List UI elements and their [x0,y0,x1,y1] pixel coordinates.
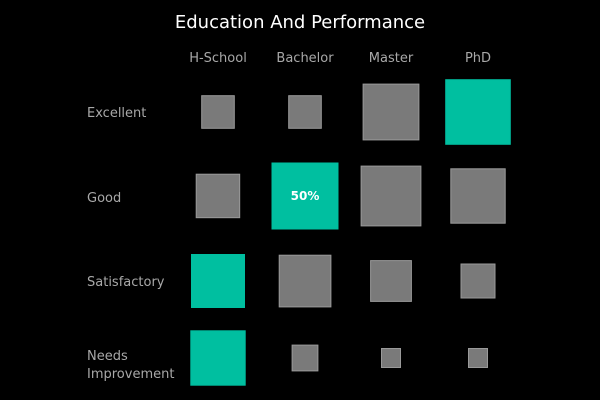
chart-title: Education And Performance [175,12,425,33]
row-label-needs-improvement-line-1: Needs [87,349,128,364]
heatmap-cells: 50% [190,79,511,386]
cell-excellent-bachelor [288,95,322,129]
row-label-good: Good [87,191,121,206]
cell-excellent-h-school [201,95,235,129]
cell-excellent-master [362,83,420,141]
cell-satisfactory-h-school [191,254,245,308]
cell-excellent-phd [445,79,511,145]
cell-good-h-school [195,173,241,219]
cell-label-good-bachelor: 50% [291,189,320,203]
cell-satisfactory-phd [460,263,496,299]
row-label-satisfactory: Satisfactory [87,275,165,290]
cell-good-bachelor [271,162,339,230]
cell-satisfactory-bachelor [278,254,332,308]
row-label-needs-improvement-line-2: Improvement [87,367,174,382]
column-label-master: Master [369,51,414,66]
cell-needs-improvement-h-school [190,330,246,386]
column-label-bachelor: Bachelor [276,51,334,66]
cell-needs-improvement-bachelor [291,344,319,372]
cell-good-master [360,165,422,227]
row-label-excellent: Excellent [87,106,146,121]
cell-needs-improvement-phd [468,348,488,368]
cell-good-phd [450,168,506,224]
cell-satisfactory-master [370,260,412,302]
column-label-phd: PhD [465,51,491,66]
column-label-h-school: H-School [189,51,247,66]
cell-needs-improvement-master [381,348,401,368]
